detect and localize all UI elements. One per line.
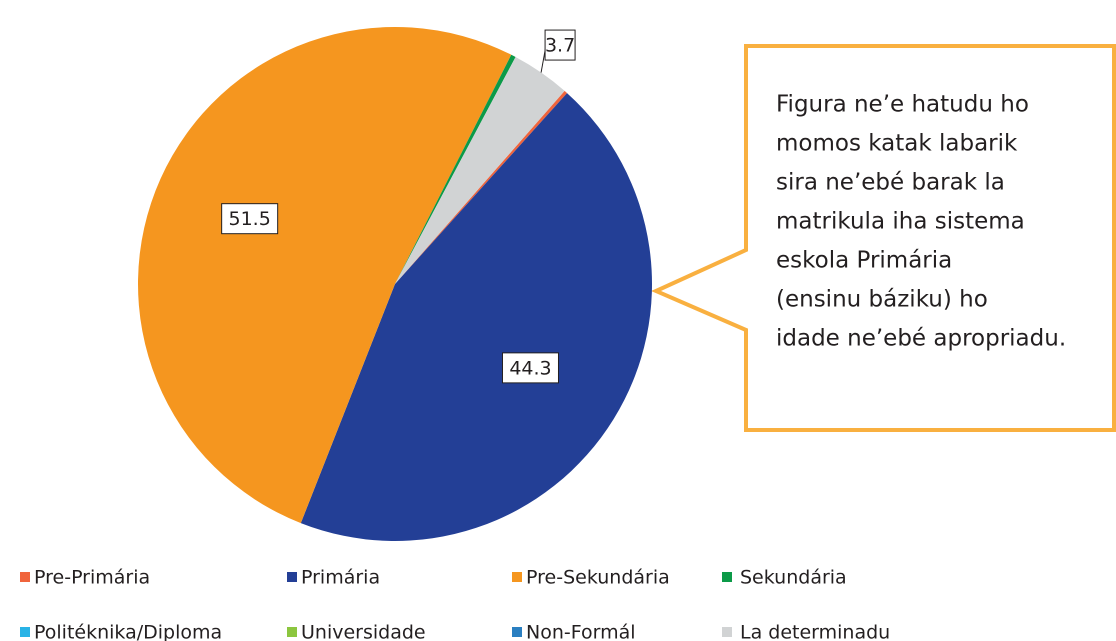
pie-slice bbox=[395, 90, 568, 285]
callout-box bbox=[651, 44, 1116, 432]
legend-label: Primária bbox=[301, 567, 380, 589]
legend-label: Non-Formál bbox=[526, 622, 636, 641]
annotation-line: (ensinu báziku) ho bbox=[776, 287, 988, 313]
pie-slice bbox=[138, 26, 512, 524]
annotation-line: momos katak labarik bbox=[776, 131, 1018, 157]
legend-marker bbox=[287, 572, 297, 582]
label-box bbox=[544, 29, 576, 61]
data-label: 51.5 bbox=[229, 208, 271, 230]
data-label: 44.3 bbox=[509, 357, 551, 379]
annotation-line: eskola Primária bbox=[776, 248, 952, 274]
legend-marker bbox=[722, 572, 732, 582]
label-box bbox=[501, 352, 559, 384]
legend-marker bbox=[512, 627, 522, 637]
annotation-line: sira ne’ebé barak la bbox=[776, 170, 1005, 196]
legend-marker bbox=[722, 627, 732, 637]
legend-label: Sekundária bbox=[740, 567, 847, 589]
data-label: 3.7 bbox=[545, 35, 575, 57]
legend-marker bbox=[20, 572, 30, 582]
legend-label: Pre-Sekundária bbox=[526, 567, 670, 589]
annotation-line: matrikula iha sistema bbox=[776, 209, 1025, 235]
legend-label: La determinadu bbox=[740, 622, 890, 641]
label-box bbox=[221, 203, 279, 235]
pie-slice bbox=[395, 57, 565, 284]
legend-marker bbox=[512, 572, 522, 582]
legend-label: Politéknika/Diploma bbox=[34, 622, 222, 641]
legend-label: Pre-Primária bbox=[34, 567, 150, 589]
pie-slice bbox=[395, 54, 516, 284]
annotation-line: idade ne’ebé apropriadu. bbox=[776, 326, 1066, 352]
annotation-line: Figura ne’e hatudu ho bbox=[776, 92, 1029, 118]
legend-marker bbox=[20, 627, 30, 637]
legend-marker bbox=[287, 627, 297, 637]
legend-label: Universidade bbox=[301, 622, 426, 641]
pie-slice bbox=[300, 93, 653, 542]
